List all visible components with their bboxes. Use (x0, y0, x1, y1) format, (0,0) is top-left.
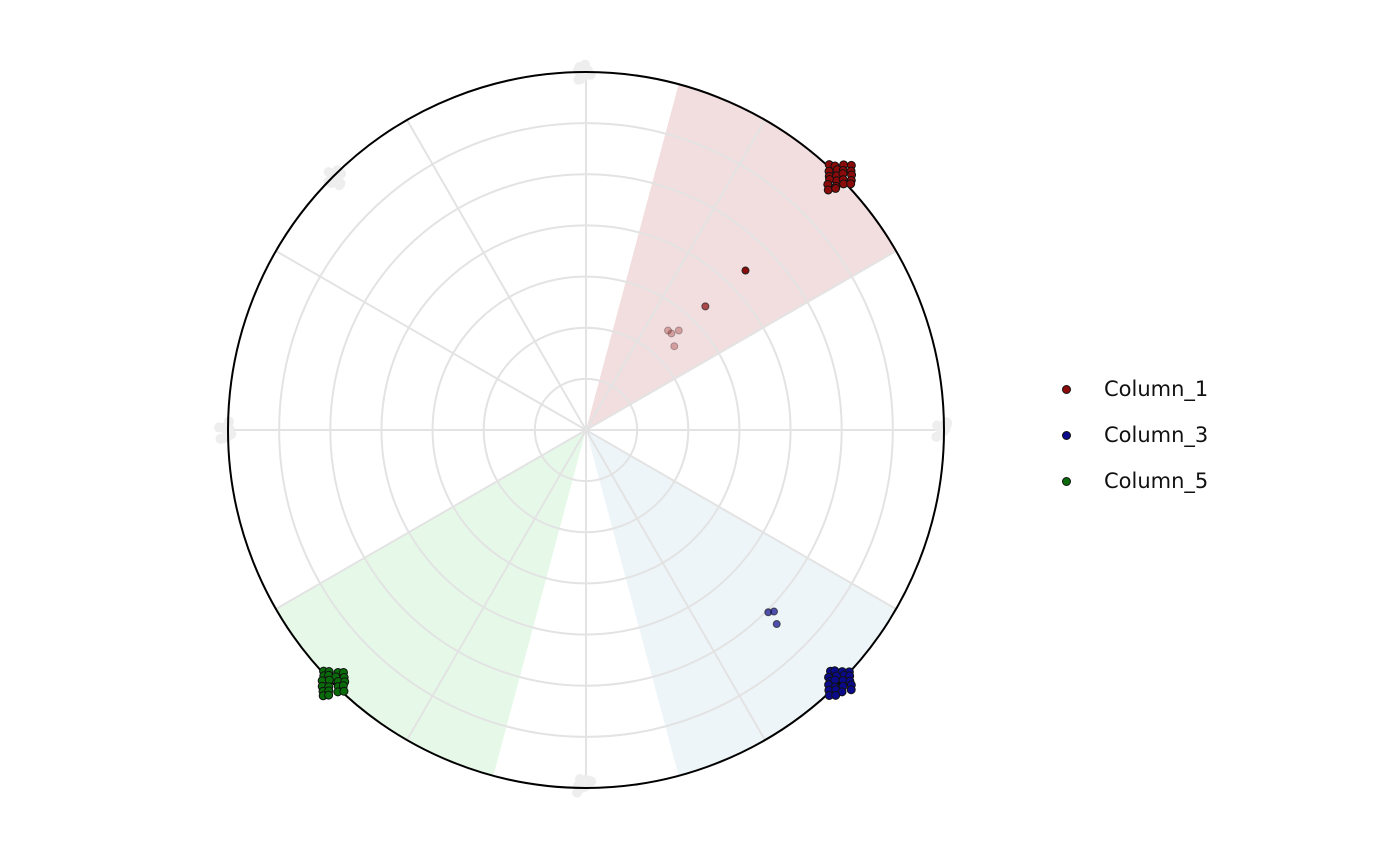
grid-spoke (585, 119, 766, 431)
legend-label: Column_1 (1104, 377, 1209, 401)
point-column-3 (831, 690, 841, 700)
legend-swatch (1062, 384, 1071, 394)
point-column-1 (670, 342, 679, 351)
ghost-point (224, 424, 235, 435)
point-column-3 (846, 685, 856, 695)
ghost-point (572, 65, 583, 76)
ghost-point (323, 167, 334, 178)
ghost-point (940, 424, 951, 435)
legend-label: Column_3 (1104, 423, 1209, 447)
point-column-1 (667, 329, 676, 338)
point-column-1 (701, 302, 710, 311)
ghost-point (332, 174, 343, 185)
grid-spoke (585, 429, 897, 610)
legend-swatch (1062, 476, 1071, 486)
sector-column-3 (586, 430, 897, 776)
point-column-3 (772, 620, 781, 629)
sector-column-1 (586, 84, 897, 431)
point-column-1 (741, 266, 750, 275)
outer-circle (227, 71, 945, 789)
legend-item-column-1: Column_1 (1058, 366, 1208, 412)
grid-spoke (585, 250, 897, 431)
point-column-5 (324, 690, 334, 700)
grid-spoke (275, 429, 587, 610)
legend-label: Column_5 (1104, 469, 1209, 493)
legend-item-column-5: Column_5 (1058, 458, 1208, 504)
point-column-3 (769, 607, 778, 616)
grid-spoke (585, 429, 766, 741)
legend: Column_1 Column_3 Column_5 (1058, 366, 1208, 504)
legend-item-column-3: Column_3 (1058, 412, 1208, 458)
grid-spoke (275, 250, 587, 431)
ghost-point (332, 165, 343, 176)
point-column-1 (846, 179, 856, 189)
grid-spoke (406, 429, 587, 741)
ghost-point (576, 73, 587, 84)
grid-spoke (406, 119, 587, 431)
ghost-point (214, 422, 225, 433)
point-column-5 (339, 686, 349, 696)
ghost-point (580, 781, 591, 792)
ghost-point (580, 59, 591, 70)
ghost-point (572, 787, 583, 798)
point-column-1 (823, 185, 833, 195)
point-column-1 (674, 326, 683, 335)
sector-column-5 (275, 430, 586, 776)
point-column-1 (831, 183, 841, 193)
point-column-1 (663, 326, 672, 335)
legend-swatch (1062, 430, 1071, 440)
